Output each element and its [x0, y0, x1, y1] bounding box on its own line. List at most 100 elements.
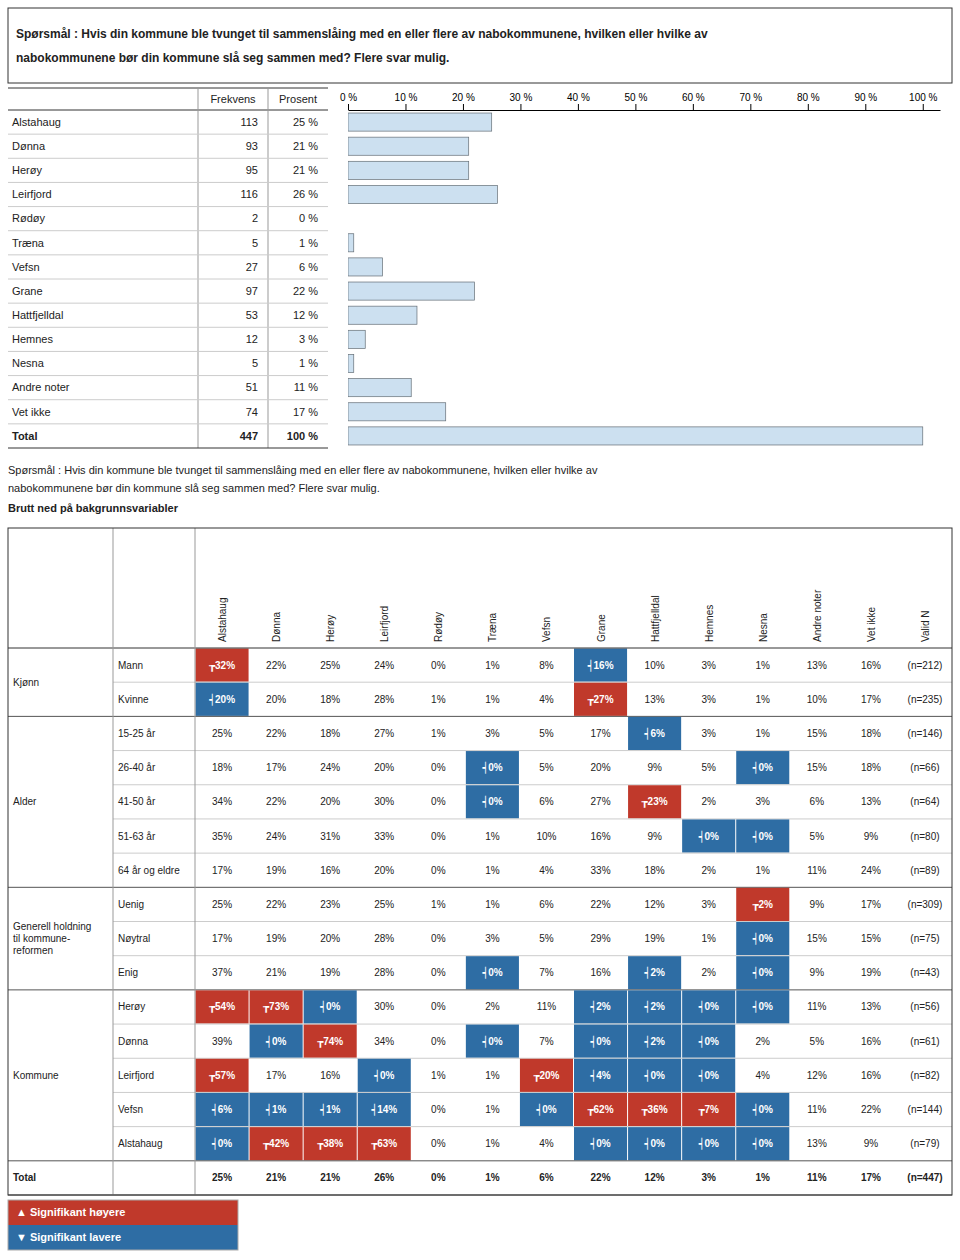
cell-value: 19% [861, 967, 881, 978]
frequency-label: 95 [246, 164, 258, 176]
cell-value: 1% [485, 899, 500, 910]
x-tick-label: 70 % [739, 92, 762, 103]
cell-value: 5% [539, 933, 554, 944]
cell-value: (n=66) [910, 762, 939, 773]
cell-value: 22% [266, 660, 286, 671]
cell-value: ┥0% [698, 1035, 719, 1048]
cell-value: 17% [861, 694, 881, 705]
cell-value: 1% [485, 865, 500, 876]
cell-value: 21% [320, 1172, 340, 1183]
bar [348, 258, 382, 276]
cell-value: 8% [539, 660, 554, 671]
x-tick-label: 100 % [909, 92, 937, 103]
cell-value: 22% [591, 899, 611, 910]
x-tick-label: 10 % [395, 92, 418, 103]
crosstab: AlstahaugDønnaHerøyLeirfjordRødøyTrænaVe… [8, 528, 952, 1195]
cell-value: 37% [212, 967, 232, 978]
cell-value: (n=56) [910, 1001, 939, 1012]
cell-value: 3% [701, 694, 716, 705]
cell-value: ┥1% [266, 1103, 287, 1116]
row-label: Enig [118, 967, 138, 978]
key-label: ▼ Signifikant lavere [16, 1231, 121, 1243]
highlight-cell [574, 1025, 627, 1058]
table-row-rule [8, 182, 328, 183]
cell-value: (n=64) [910, 796, 939, 807]
x-axis: 0 %10 %20 %30 %40 %50 %60 %70 %80 %90 %1… [340, 92, 941, 111]
cell-value: ┥14% [371, 1103, 397, 1116]
category-label: Herøy [12, 164, 42, 176]
column-header: Rødøy [433, 612, 444, 642]
x-tick: 60 % [682, 92, 705, 110]
cell-value: 4% [539, 865, 554, 876]
table-separator [198, 88, 199, 448]
cell-value: (n=75) [910, 933, 939, 944]
category-label: Grane [12, 285, 43, 297]
bar [348, 185, 497, 203]
cell-value: 0% [431, 1104, 446, 1115]
highlight-cell [736, 819, 789, 852]
cell-value: 17% [861, 1172, 881, 1183]
row-label: 41-50 år [118, 796, 156, 807]
cell-value: 19% [266, 933, 286, 944]
highlight-cell [736, 922, 789, 955]
row-rule [8, 989, 952, 990]
cell-value: 0% [431, 1138, 446, 1149]
highlight-cell [682, 1127, 735, 1160]
cell-value: 2% [701, 967, 716, 978]
group-label: Kjønn [13, 677, 39, 688]
cell-value: 25% [320, 660, 340, 671]
column-header: Alstahaug [217, 598, 228, 642]
x-tick-label: 40 % [567, 92, 590, 103]
column-header: Dønna [271, 612, 282, 642]
cell-value: 17% [591, 728, 611, 739]
highlight-cell [682, 990, 735, 1023]
highlight-cell [466, 1025, 519, 1058]
cell-value: 4% [756, 1070, 771, 1081]
group-label: Kommune [13, 1070, 59, 1081]
cell-value: 20% [320, 796, 340, 807]
data-label: 100 % [287, 430, 318, 442]
bar [348, 161, 469, 179]
row-rule [113, 853, 952, 854]
category-label: Hattfjelldal [12, 309, 63, 321]
cell-value: ┥0% [753, 1103, 774, 1116]
x-tick: 100 % [909, 92, 937, 110]
row-label: Vefsn [118, 1104, 143, 1115]
cell-value: ┲36% [642, 1104, 668, 1116]
cell-value: 1% [485, 1104, 500, 1115]
key: ▲ Signifikant høyere▼ Signifikant lavere [8, 1200, 238, 1250]
cell-value: ┥0% [482, 1035, 503, 1048]
cell-value: 18% [212, 762, 232, 773]
column-header: Herøy [325, 615, 336, 642]
cell-value: ┲42% [263, 1138, 289, 1150]
cell-value: 6% [539, 1172, 554, 1183]
cell-value: (n=89) [910, 865, 939, 876]
cell-value: ┲27% [588, 694, 614, 706]
x-tick-mark [405, 104, 406, 110]
highlight-cell [520, 1059, 573, 1092]
cell-value: 15% [807, 762, 827, 773]
data-label: 21 % [293, 164, 318, 176]
data-label: 11 % [294, 381, 318, 393]
cell-value: 9% [647, 831, 662, 842]
cell-value: ┥0% [266, 1035, 287, 1048]
cell-value: (n=79) [910, 1138, 939, 1149]
bar [348, 354, 354, 372]
cell-value: 0% [431, 865, 446, 876]
cell-value: 29% [591, 933, 611, 944]
x-tick: 90 % [854, 92, 877, 110]
cell-value: 1% [485, 1070, 500, 1081]
cell-value: 35% [212, 831, 232, 842]
cell-value: (n=144) [908, 1104, 943, 1115]
x-tick-label: 80 % [797, 92, 820, 103]
cell-value: 16% [320, 1070, 340, 1081]
row-label: Leirfjord [118, 1070, 154, 1081]
cell-value: ┲38% [317, 1138, 343, 1150]
cell-value: ┥0% [753, 1137, 774, 1150]
row-label: Alstahaug [118, 1138, 162, 1149]
highlight-cell [736, 956, 789, 989]
column-header: Nesna [758, 613, 769, 642]
highlight-cell [736, 990, 789, 1023]
cell-value: 34% [374, 1036, 394, 1047]
cell-value: 24% [320, 762, 340, 773]
